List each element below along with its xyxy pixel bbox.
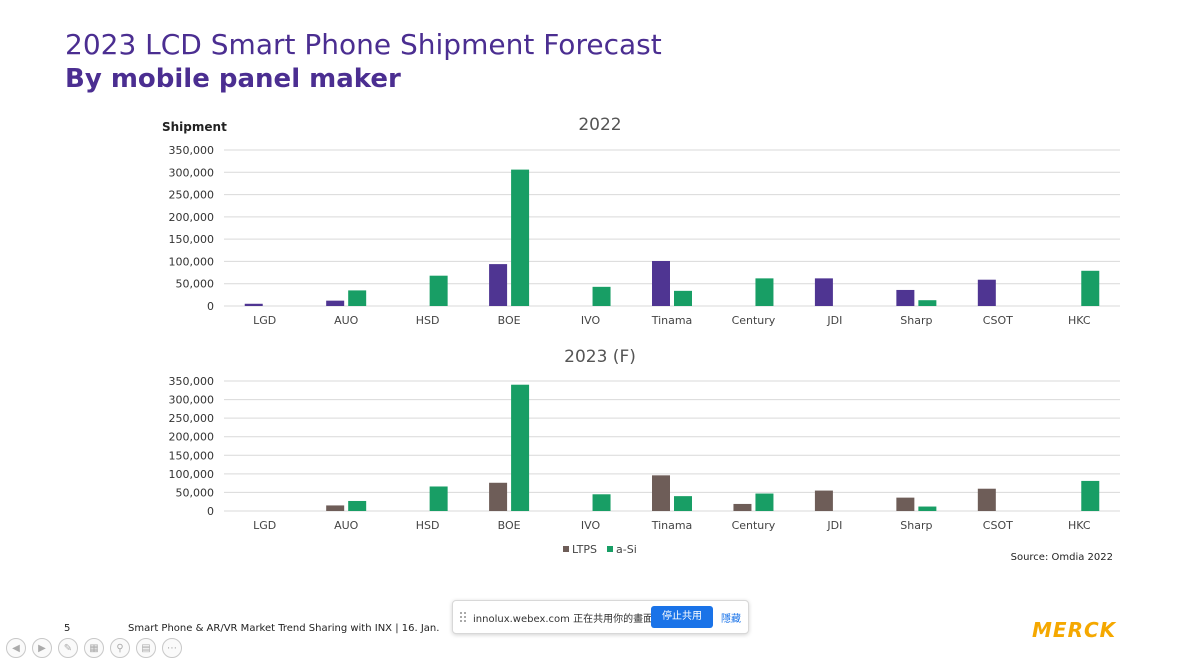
bar-asi-hkc [1081,270,1100,306]
legend-label-asi: a-Si [616,543,637,556]
bar-asi-hkc [1081,480,1100,511]
bar-ltps-auo [326,505,345,511]
bar-ltps-lgd [244,303,263,306]
next-icon[interactable]: ▶ [32,638,52,658]
bar-asi-ivo [592,286,611,306]
bar-ltps-century [733,503,752,511]
chart-2023-title: 2023 (F) [564,347,636,367]
bar-ltps-csot [977,488,996,511]
bar-asi-sharp [918,300,937,306]
chart-2023: 350,000 300,000 250,000 200,000 150,000 100,0… [169,375,1120,532]
slides-icon[interactable]: ▦ [84,638,104,658]
x-tick-label: HSD [416,314,440,327]
bar-asi-century [755,493,774,511]
x-tick-label: Tinama [651,519,693,532]
y-tick-label: 250,000 [169,189,215,202]
bar-ltps-auo [326,300,345,306]
chart-2022-title: 2022 [578,115,621,135]
y-tick-label: 300,000 [169,166,215,179]
y-tick-label: 300,000 [169,394,215,407]
bar-asi-century [755,278,774,306]
x-tick-label: HSD [416,519,440,532]
x-tick-label: Sharp [900,314,932,327]
x-tick-label: Century [732,519,776,532]
slide-title: 2023 LCD Smart Phone Shipment Forecast [65,28,662,61]
screen-share-bar: innolux.webex.com 正在共用你的畫面。 停止共用 隱藏 [452,600,749,634]
bar-asi-hsd [429,486,448,511]
subtitles-icon[interactable]: ▤ [136,638,156,658]
x-tick-label: LGD [253,314,276,327]
zoom-icon[interactable]: ⚲ [110,638,130,658]
x-tick-label: HKC [1068,314,1091,327]
y-tick-label: 100,000 [169,255,215,268]
stop-sharing-button[interactable]: 停止共用 [651,606,713,628]
legend-label-ltps: LTPS [572,543,597,556]
y-tick-label: 350,000 [169,375,215,388]
y-tick-label: 200,000 [169,431,215,444]
bar-asi-hsd [429,275,448,306]
bar-asi-ivo [592,494,611,511]
bar-asi-auo [348,290,367,306]
bar-asi-sharp [918,506,937,511]
y-tick-label: 150,000 [169,449,215,462]
prev-icon[interactable]: ◀ [6,638,26,658]
presentation-toolbar: ◀ ▶ ✎ ▦ ⚲ ▤ ⋯ [6,638,182,658]
y-tick-label: 50,000 [176,486,215,499]
bar-asi-boe [511,384,530,511]
x-tick-label: AUO [334,314,359,327]
bar-ltps-sharp [896,289,915,306]
y-tick-label: 150,000 [169,233,215,246]
bar-ltps-jdi [814,278,833,306]
footer-text: Smart Phone & AR/VR Market Trend Sharing… [128,623,440,634]
y-tick-label: 350,000 [169,144,215,157]
slide-subtitle: By mobile panel maker [65,64,401,94]
x-tick-label: Tinama [651,314,693,327]
drag-handle-icon[interactable] [460,612,466,622]
bar-ltps-boe [489,482,508,511]
page-number: 5 [64,623,71,634]
bar-ltps-csot [977,279,996,306]
x-tick-label: BOE [498,314,521,327]
bar-asi-tinama [674,496,692,511]
y-axis-label: Shipment [162,120,227,134]
legend: LTPS a-Si [563,543,637,556]
bar-asi-auo [348,500,367,511]
y-tick-label: 100,000 [169,468,215,481]
bar-ltps-tinama [652,260,670,306]
source-note: Source: Omdia 2022 [1011,552,1113,563]
bar-asi-boe [511,169,530,306]
y-tick-label: 200,000 [169,211,215,224]
y-tick-label: 250,000 [169,412,215,425]
bar-ltps-tinama [652,475,670,511]
hide-button[interactable]: 隱藏 [721,614,741,625]
x-tick-label: JDI [826,519,842,532]
legend-swatch-asi [607,546,613,552]
x-tick-label: IVO [581,519,601,532]
legend-swatch-ltps [563,546,569,552]
share-message: innolux.webex.com 正在共用你的畫面。 [473,614,664,625]
chart-2022: 350,000 300,000 250,000 200,000 150,000 100,0… [169,144,1120,327]
x-tick-label: LGD [253,519,276,532]
bar-asi-tinama [674,290,692,306]
more-icon[interactable]: ⋯ [162,638,182,658]
merck-logo: MERCK [1032,618,1117,642]
x-tick-label: JDI [826,314,842,327]
pen-icon[interactable]: ✎ [58,638,78,658]
x-tick-label: CSOT [983,519,1013,532]
x-tick-label: IVO [581,314,601,327]
y-tick-label: 50,000 [176,278,215,291]
bar-ltps-sharp [896,497,915,511]
charts-canvas: Shipment 2022 2023 (F) 350,000 300,000 250… [162,115,1120,563]
bar-ltps-boe [489,264,508,306]
bar-ltps-jdi [814,490,833,511]
y-tick-label: 0 [207,505,214,518]
x-tick-label: CSOT [983,314,1013,327]
y-tick-label: 0 [207,300,214,313]
x-tick-label: BOE [498,519,521,532]
x-tick-label: HKC [1068,519,1091,532]
x-tick-label: AUO [334,519,359,532]
x-tick-label: Century [732,314,776,327]
x-tick-label: Sharp [900,519,932,532]
